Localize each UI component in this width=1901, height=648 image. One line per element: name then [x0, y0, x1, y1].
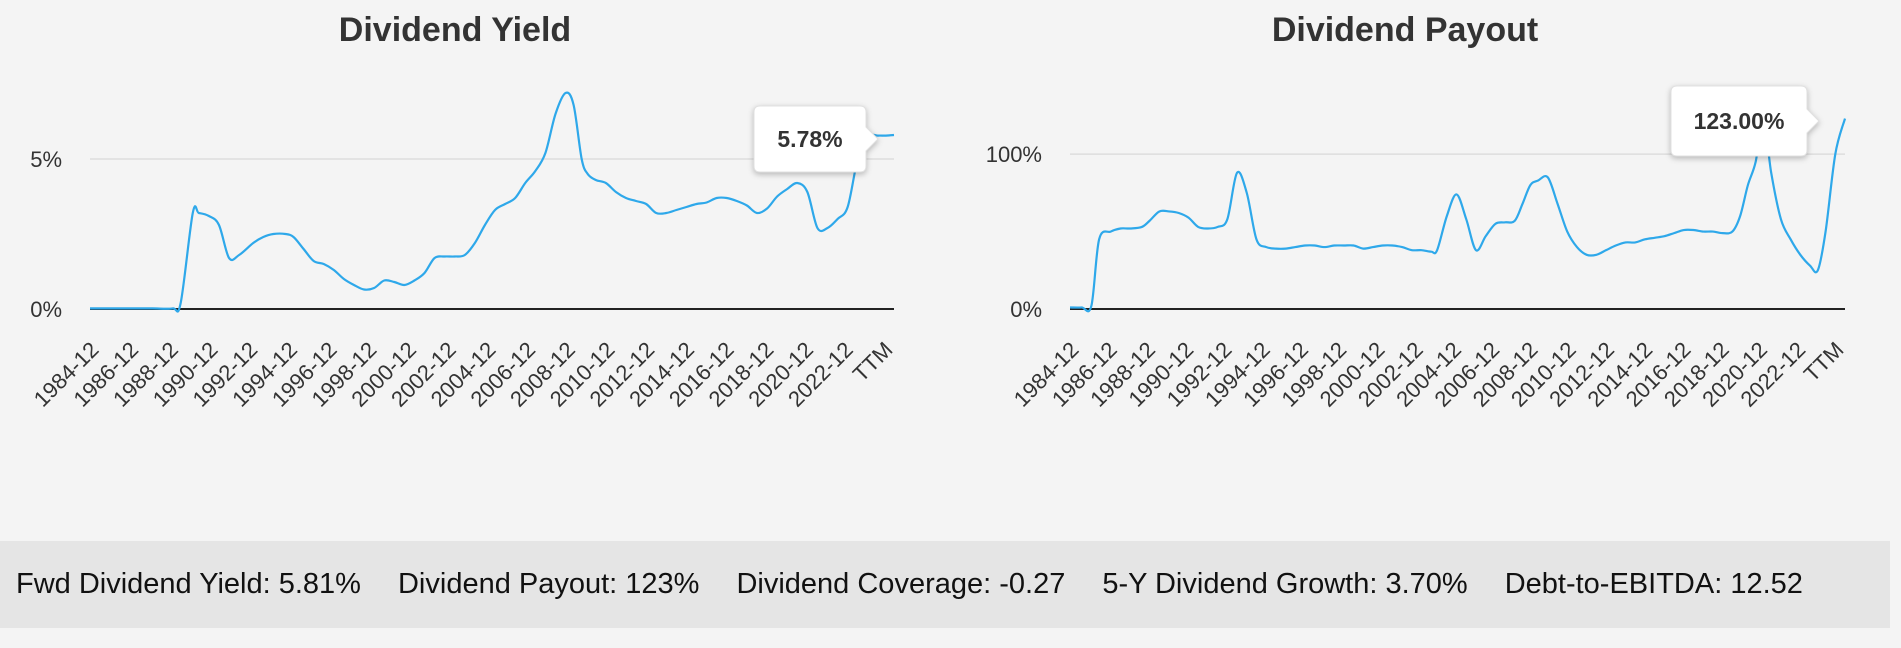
yield-tooltip-text: 5.78%: [777, 126, 842, 152]
payout-tooltip: 123.00%: [1670, 85, 1820, 157]
dividend-payout-stat: Dividend Payout: 123%: [397, 568, 700, 600]
dividend-stats-bar: Fwd Dividend Yield: 5.81% Dividend Payou…: [0, 541, 1890, 628]
dividend-growth-stat: 5-Y Dividend Growth: 3.70%: [1102, 568, 1468, 600]
yield-y-tick-label: 0%: [30, 297, 62, 322]
dividend-yield-title: Dividend Yield: [339, 11, 571, 49]
payout-x-axis-labels: 1984-121986-121988-121990-121992-121994-…: [1009, 337, 1849, 412]
payout-tooltip-box: [1670, 85, 1820, 157]
payout-y-tick-label: 100%: [986, 142, 1042, 167]
dividend-coverage-stat: Dividend Coverage: -0.27: [736, 568, 1066, 600]
payout-y-tick-label: 0%: [1010, 297, 1042, 322]
payout-tooltip-text: 123.00%: [1694, 108, 1785, 134]
yield-y-axis-labels: 0% 5%: [30, 147, 62, 322]
payout-y-axis-labels: 0% 100%: [986, 142, 1042, 322]
dividend-payout-title: Dividend Payout: [1272, 11, 1538, 49]
yield-y-tick-label: 5%: [30, 147, 62, 172]
yield-series-line[interactable]: [90, 91, 895, 313]
charts-canvas: Dividend Yield 0% 5% 1984-121986-121988-1…: [29, 11, 1849, 412]
dividend-yield-chart: Dividend Yield 0% 5% 1984-121986-121988-1…: [29, 11, 898, 412]
debt-to-ebitda-stat: Debt-to-EBITDA: 12.52: [1504, 568, 1803, 600]
payout-x-tick-label: TTM: [1799, 337, 1849, 387]
yield-x-axis-labels: 1984-121986-121988-121990-121992-121994-…: [29, 337, 898, 412]
yield-x-tick-label: TTM: [848, 337, 898, 387]
dividend-payout-chart: Dividend Payout 0% 100% 1984-121986-12198…: [986, 11, 1849, 412]
yield-tooltip: 5.78%: [753, 105, 879, 173]
fwd-dividend-yield-stat: Fwd Dividend Yield: 5.81%: [16, 568, 361, 600]
payout-series-line[interactable]: [1069, 117, 1847, 313]
yield-tooltip-box: [753, 105, 879, 173]
